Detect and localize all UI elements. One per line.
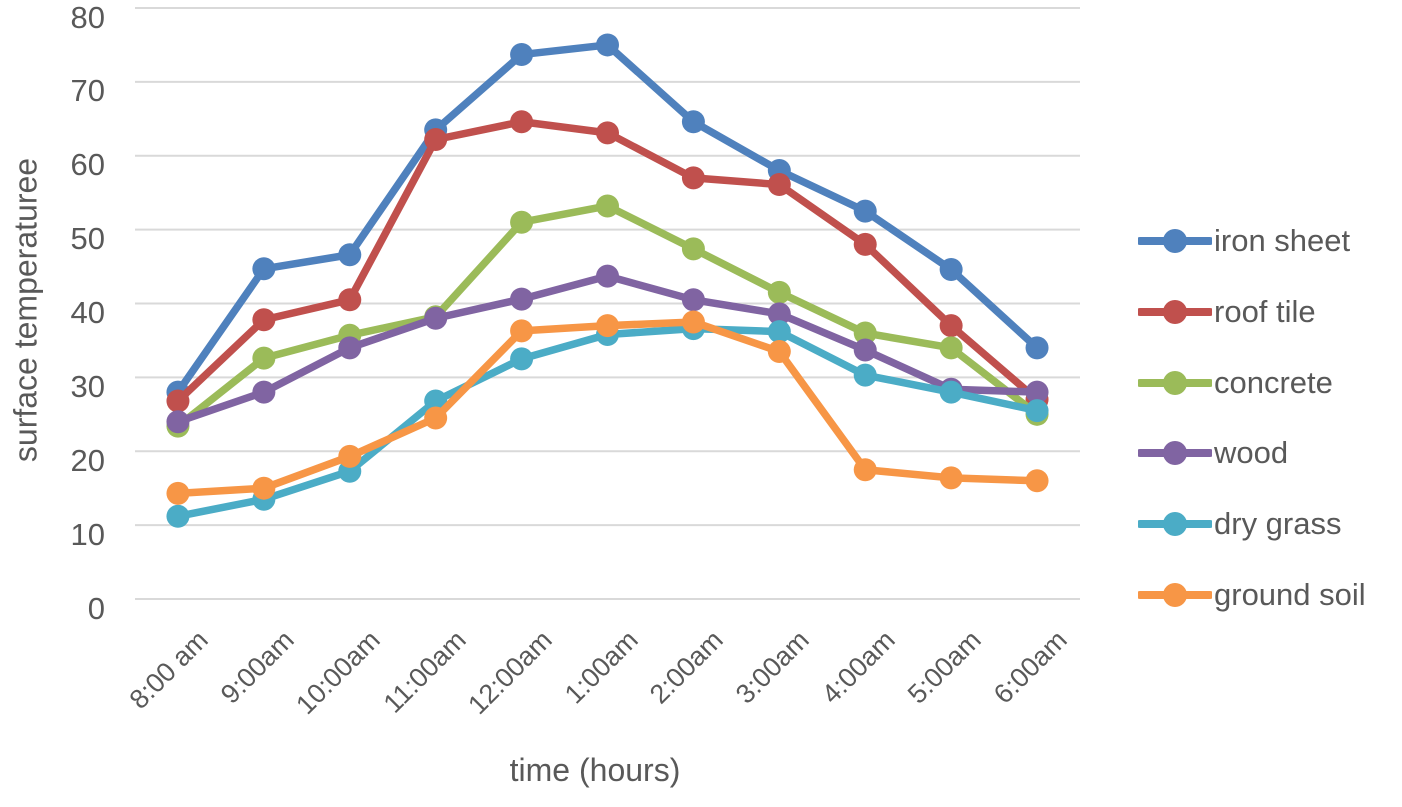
series-line-dry-grass: [174, 324, 1041, 521]
data-point-dry-grass-4: [510, 347, 534, 371]
data-point-dry-grass-3: [424, 389, 448, 413]
data-point-wood-4: [510, 287, 534, 311]
data-point-wood-2: [338, 336, 362, 360]
data-point-wood-8: [853, 338, 877, 362]
data-point-concrete-1: [252, 346, 276, 370]
data-point-ground-soil-6: [681, 310, 705, 334]
data-point-ground-soil-8: [853, 458, 877, 482]
legend-swatch-icon: [1138, 583, 1212, 607]
data-point-ground-soil-4: [510, 319, 534, 343]
legend-item-iron-sheet: iron sheet: [1138, 219, 1350, 263]
data-point-concrete-8: [853, 321, 877, 345]
data-point-iron-sheet-2: [338, 243, 362, 267]
data-point-wood-5: [596, 264, 619, 288]
y-tick-label-10: 10: [70, 516, 105, 552]
legend-item-ground-soil: ground soil: [1138, 573, 1366, 617]
data-point-iron-sheet-4: [510, 43, 534, 67]
data-point-wood-10: [1025, 380, 1049, 404]
legend-item-wood: wood: [1138, 431, 1288, 475]
data-point-roof-tile-5: [596, 121, 619, 145]
legend-swatch-icon: [1138, 229, 1212, 253]
y-tick-label-30: 30: [70, 368, 105, 404]
data-point-ground-soil-2: [338, 444, 362, 468]
legend-swatch-icon: [1138, 512, 1212, 537]
data-point-wood-0: [166, 410, 190, 434]
legend-label: roof tile: [1214, 293, 1316, 329]
legend-swatch-icon: [1138, 299, 1212, 324]
data-point-iron-sheet-1: [252, 257, 276, 281]
data-point-roof-tile-9: [939, 314, 963, 338]
data-point-dry-grass-10: [1025, 399, 1049, 423]
legend-label: iron sheet: [1214, 223, 1351, 258]
data-point-wood-6: [681, 288, 705, 312]
y-axis-title: surface temperaturee: [7, 157, 44, 463]
legend-label: ground soil: [1214, 577, 1366, 612]
data-point-roof-tile-7: [767, 173, 791, 197]
data-point-iron-sheet-10: [1025, 336, 1049, 360]
data-point-concrete-4: [510, 210, 534, 234]
data-point-roof-tile-8: [853, 232, 877, 256]
data-point-ground-soil-3: [424, 406, 448, 430]
data-point-ground-soil-5: [596, 314, 619, 338]
y-tick-label-70: 70: [70, 73, 105, 109]
data-point-concrete-7: [767, 280, 791, 304]
data-point-roof-tile-3: [424, 127, 448, 151]
y-tick-label-40: 40: [70, 295, 105, 330]
data-point-wood-3: [424, 306, 448, 330]
data-point-wood-7: [767, 302, 791, 326]
data-point-iron-sheet-6: [681, 110, 705, 134]
data-point-ground-soil-10: [1025, 469, 1049, 493]
data-point-dry-grass-7: [767, 320, 791, 344]
data-point-roof-tile-2: [338, 288, 362, 312]
data-point-ground-soil-1: [252, 476, 276, 500]
legend-label: wood: [1214, 435, 1289, 471]
data-point-roof-tile-1: [252, 308, 276, 332]
data-point-dry-grass-0: [166, 504, 190, 528]
data-point-dry-grass-8: [853, 363, 877, 387]
data-point-iron-sheet-8: [853, 199, 877, 223]
data-point-concrete-5: [596, 194, 619, 218]
legend-item-roof-tile: roof tile: [1138, 290, 1316, 334]
legend-item-dry-grass: dry grass: [1138, 502, 1341, 546]
legend-item-concrete: concrete: [1138, 361, 1333, 405]
data-point-iron-sheet-9: [939, 258, 963, 282]
data-point-concrete-9: [939, 336, 963, 360]
data-point-ground-soil-7: [767, 340, 791, 364]
data-point-dry-grass-9: [939, 380, 963, 404]
y-tick-label-0: 0: [87, 590, 105, 626]
y-tick-label-80: 80: [70, 0, 105, 35]
y-tick-label-60: 60: [70, 147, 105, 183]
legend-swatch-icon: [1138, 441, 1212, 466]
data-point-iron-sheet-5: [596, 33, 619, 57]
y-tick-label-50: 50: [70, 221, 105, 257]
data-point-ground-soil-0: [166, 481, 190, 505]
data-point-ground-soil-9: [939, 466, 963, 490]
data-point-roof-tile-0: [166, 389, 190, 413]
x-axis-title: time (hours): [509, 752, 681, 788]
legend-label: concrete: [1214, 364, 1333, 400]
data-point-roof-tile-4: [510, 110, 534, 134]
legend-label: dry grass: [1214, 506, 1342, 542]
data-point-concrete-6: [681, 237, 705, 261]
data-point-wood-1: [252, 380, 276, 404]
data-point-roof-tile-6: [681, 166, 705, 190]
y-tick-label-20: 20: [70, 442, 105, 478]
legend-swatch-icon: [1138, 370, 1212, 395]
